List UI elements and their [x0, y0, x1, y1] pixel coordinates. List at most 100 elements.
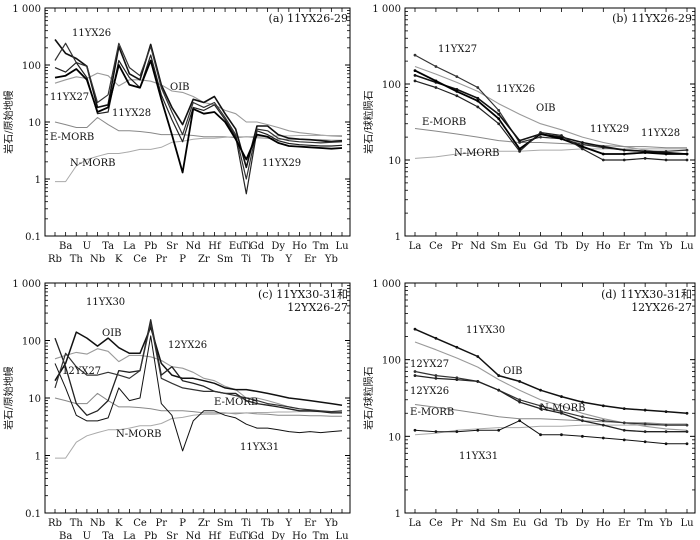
- annotation-oib: OIB: [536, 103, 556, 114]
- series-line-11yx29: [414, 69, 687, 155]
- x-tick-label: P: [179, 254, 186, 265]
- series-point: [518, 139, 522, 142]
- series-line-n-morb: [55, 135, 342, 183]
- series-point: [476, 355, 480, 358]
- series-point: [685, 442, 689, 446]
- series-line-12yx26: [414, 374, 687, 433]
- y-tick-label: 10: [28, 394, 41, 405]
- annotation-12yx26: 12YX26: [168, 340, 207, 351]
- series-point: [664, 430, 668, 434]
- x-tick-label: Er: [618, 518, 630, 529]
- annotation-11yx26: 11YX26: [496, 84, 535, 95]
- series-point: [601, 423, 605, 427]
- y-tick-label: 100: [382, 356, 401, 367]
- series-point: [664, 410, 668, 414]
- annotation-11yx28: 11YX28: [112, 108, 151, 119]
- series-line-11yx28: [54, 54, 343, 195]
- panel-c-subtitle: 12YX26-27: [287, 301, 348, 314]
- y-tick-label: 10: [388, 156, 401, 167]
- series-point: [643, 156, 647, 160]
- series-point: [518, 149, 522, 153]
- x-tick-label: Sm: [217, 254, 234, 265]
- series-line-11yx28: [414, 80, 687, 161]
- series-point: [476, 96, 480, 100]
- annotation-11yx29: 11YX29: [590, 124, 629, 135]
- x-tick-label: Ti: [241, 518, 251, 529]
- series-point: [580, 434, 584, 438]
- x-tick-label: U: [83, 241, 91, 252]
- annotation-e-morb: E-MORB: [50, 132, 94, 143]
- x-tick-label: Lu: [680, 241, 694, 252]
- series-line-12yx27: [414, 370, 687, 426]
- x-tick-label: Rb: [48, 254, 62, 265]
- series-point: [455, 430, 459, 434]
- panel-a-frame: [44, 7, 351, 237]
- series-point: [685, 423, 689, 427]
- series-line-11yx30: [414, 328, 688, 415]
- x-tick-label: La: [123, 241, 136, 252]
- series-point: [455, 378, 459, 381]
- series-point: [539, 135, 542, 139]
- annotation-11yx27: 11YX27: [438, 44, 477, 55]
- series-point: [476, 86, 480, 89]
- series-point: [560, 137, 563, 141]
- x-tick-label: Ba: [59, 241, 72, 252]
- x-tick-label: Ce: [429, 518, 443, 529]
- x-tick-label: Y: [285, 254, 293, 265]
- y-tick-label: 10: [388, 432, 401, 443]
- series-point: [560, 433, 563, 437]
- x-tick-label: Tm: [313, 531, 330, 540]
- x-tick-label: Ho: [596, 241, 611, 252]
- x-tick-label: Hf: [208, 241, 222, 252]
- x-tick-label: Yb: [659, 518, 673, 529]
- series-point: [664, 152, 668, 156]
- series-point: [497, 122, 501, 126]
- series-line-e-morb: [54, 392, 342, 417]
- panel-d-frame: [404, 282, 696, 514]
- x-tick-label: Nd: [470, 518, 486, 529]
- series-point: [434, 79, 438, 83]
- x-tick-label: Ho: [292, 531, 307, 540]
- series-point: [455, 87, 459, 91]
- x-tick-label: Th: [70, 254, 84, 265]
- x-tick-label: Sr: [166, 531, 178, 540]
- y-tick-label: 1 000: [372, 279, 401, 290]
- series-point: [685, 430, 689, 434]
- series-point: [601, 419, 605, 423]
- x-tick-label: Nb: [90, 518, 105, 529]
- x-tick-label: Eu: [229, 241, 243, 252]
- x-tick-label: Dy: [271, 531, 285, 540]
- series-point: [413, 73, 417, 77]
- series-point: [664, 423, 668, 427]
- y-tick-label: 100: [22, 61, 41, 72]
- series-point: [497, 388, 501, 392]
- x-tick-label: Tb: [261, 254, 274, 265]
- x-tick-label: Yb: [659, 241, 673, 252]
- x-tick-label: Lu: [335, 241, 349, 252]
- annotation-n-morb: N-MORB: [454, 148, 499, 159]
- series-point: [539, 388, 542, 392]
- series-point: [560, 395, 563, 398]
- x-tick-label: Th: [70, 518, 84, 529]
- series-point: [664, 158, 668, 162]
- series-point: [497, 117, 501, 121]
- x-tick-label: Eu: [513, 241, 527, 252]
- y-tick-label: 1 000: [12, 279, 41, 290]
- series-point: [685, 148, 689, 152]
- x-tick-label: Lu: [335, 531, 349, 540]
- x-tick-label: Ho: [292, 241, 307, 252]
- x-tick-label: Ba: [59, 531, 72, 540]
- series-point: [518, 380, 522, 383]
- series-point: [413, 374, 417, 377]
- panel-b-title: (b) 11YX26-29: [612, 12, 692, 25]
- annotation-e-morb: E-MORB: [214, 397, 258, 408]
- series-point: [539, 404, 542, 408]
- series-point: [601, 158, 605, 162]
- series-point: [539, 433, 542, 437]
- x-tick-label: Dy: [576, 518, 590, 529]
- x-tick-label: Pr: [451, 241, 463, 252]
- x-tick-label: Dy: [576, 241, 590, 252]
- series-point: [664, 442, 668, 446]
- panel-d-title: (d) 11YX30-31和: [601, 288, 692, 301]
